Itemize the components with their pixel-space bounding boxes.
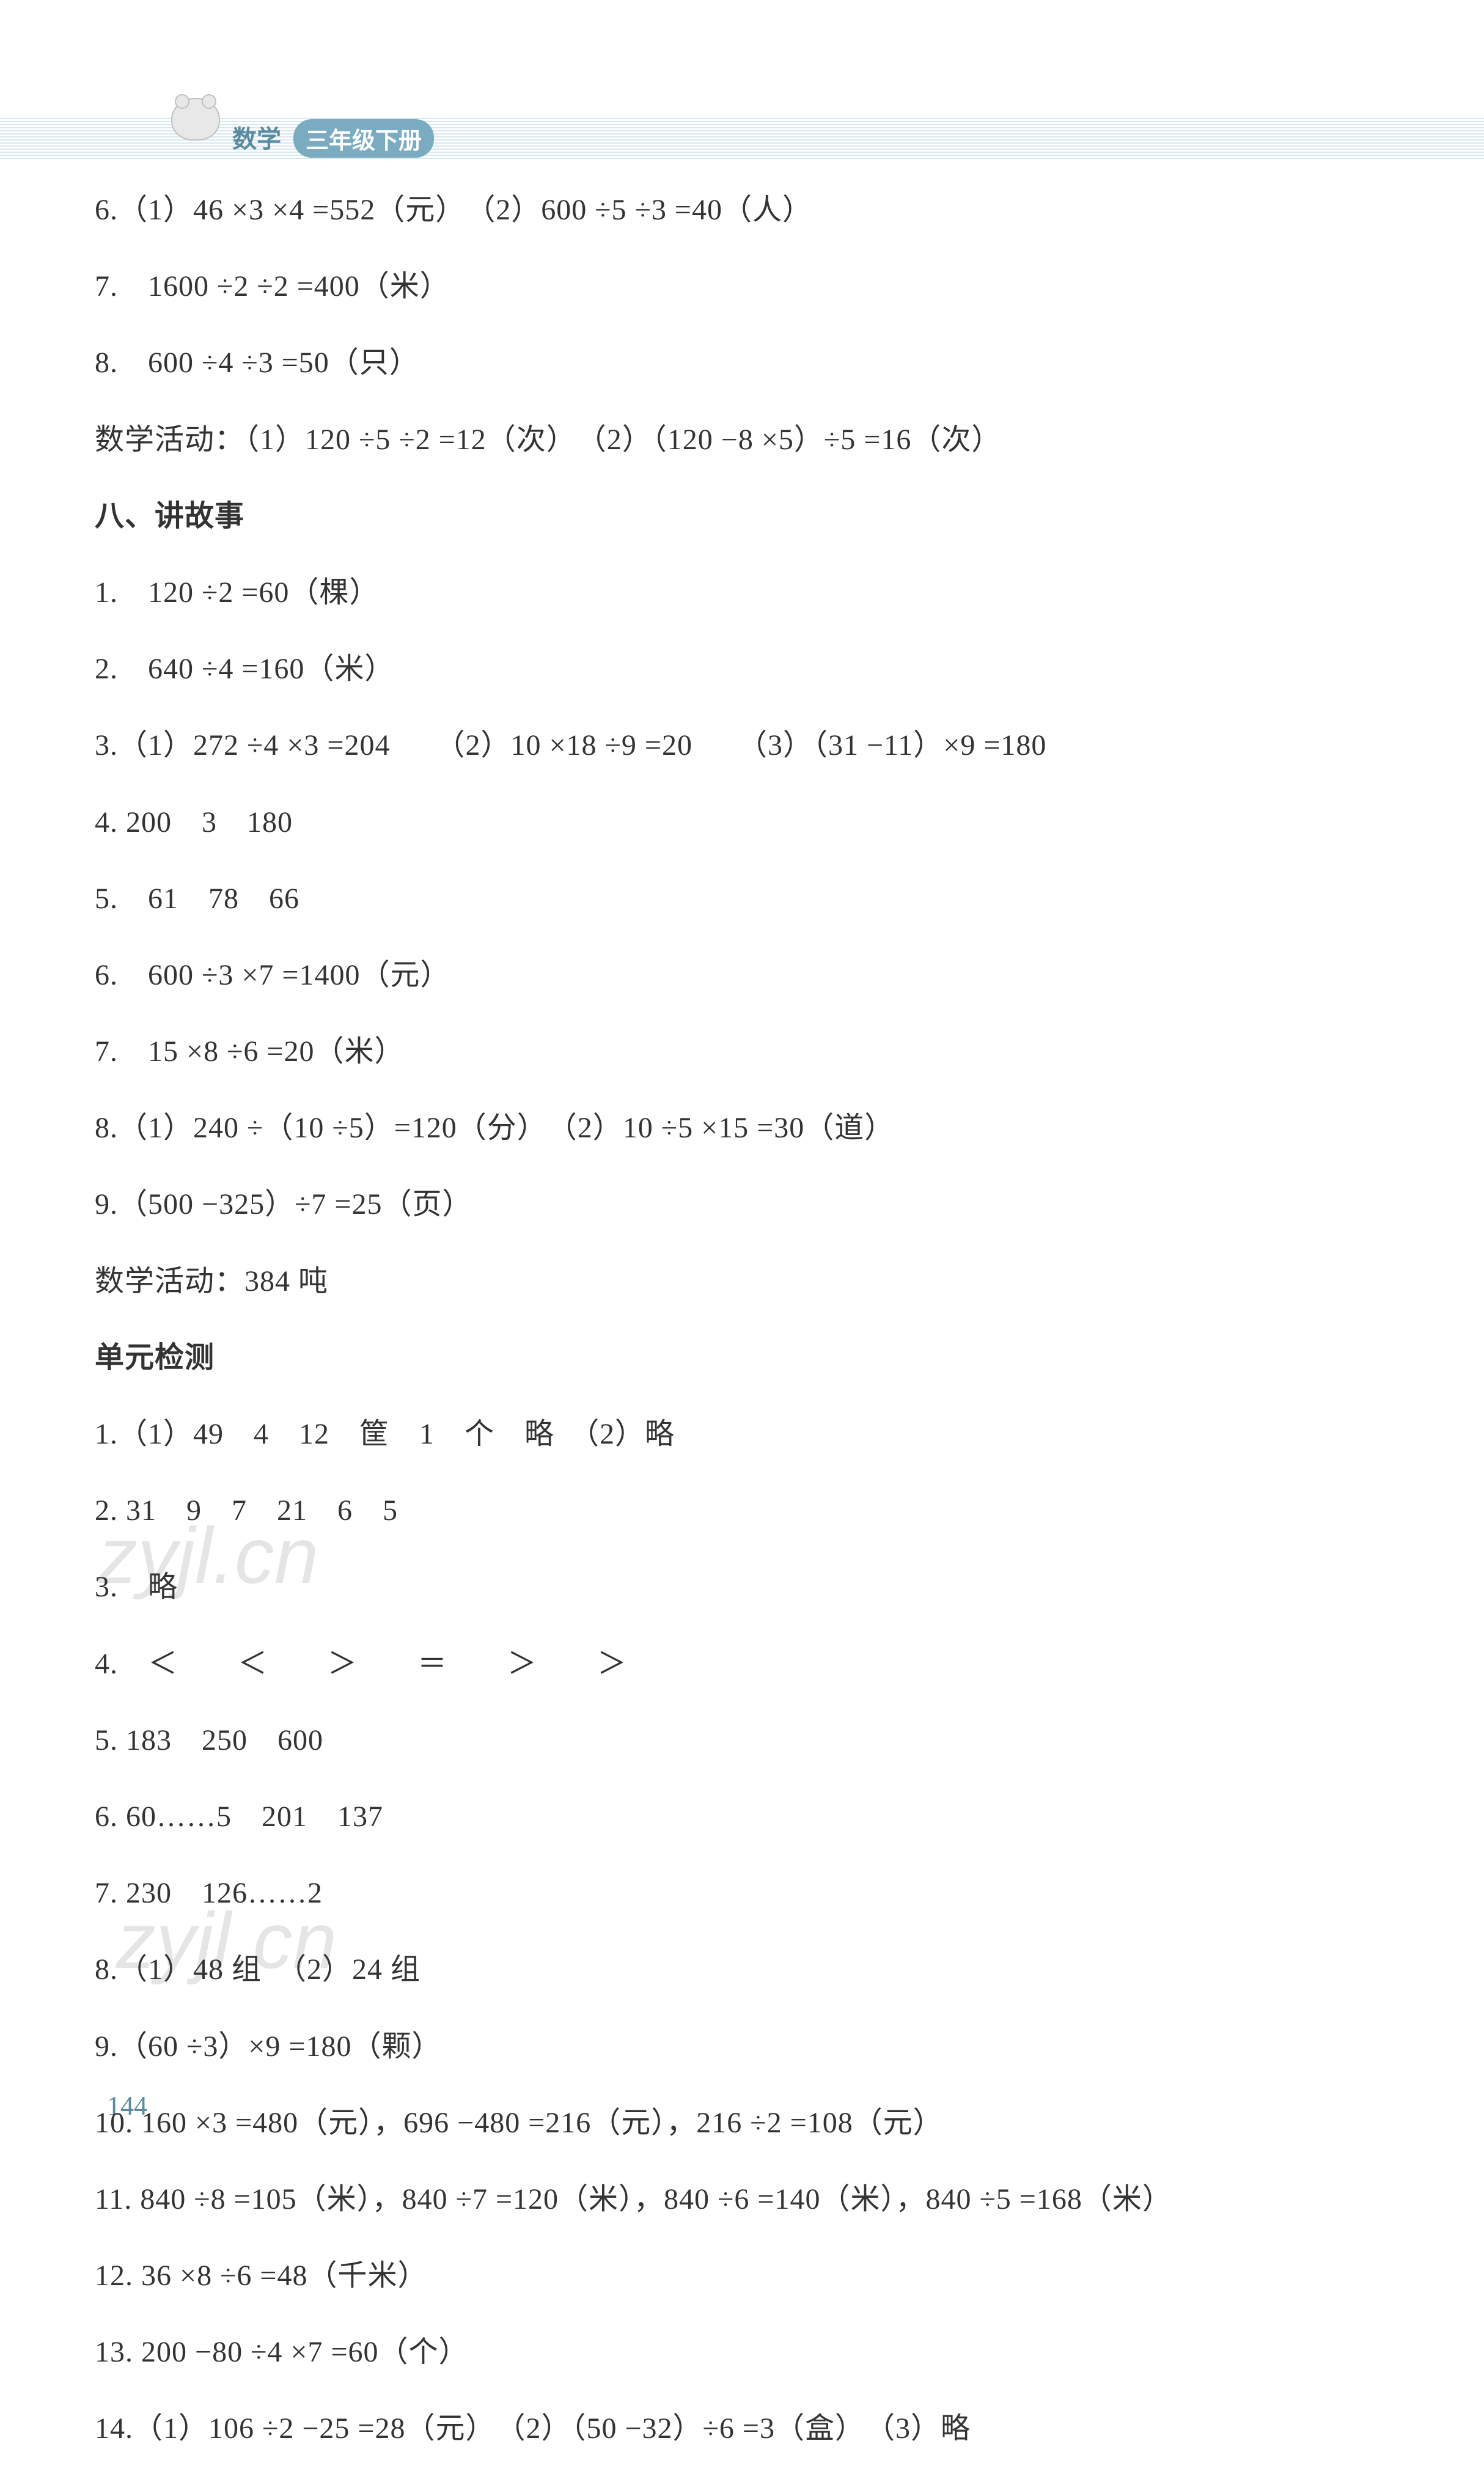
answer-line: 4. ＜ ＜ ＞ ＝ ＞ ＞ [95, 1643, 1409, 1684]
bear-mascot-icon [171, 98, 226, 153]
answer-line: 数学活动：（1）120 ÷5 ÷2 =12（次） （2）（120 −8 ×5）÷… [95, 419, 1409, 460]
answer-line: 1. 120 ÷2 =60（棵） [95, 572, 1409, 613]
answer-line: 8. 600 ÷4 ÷3 =50（只） [95, 342, 1409, 383]
answer-line: 4. 200 3 180 [95, 802, 1409, 843]
grade-badge: 三年级下册 [293, 119, 434, 158]
answer-line: 10. 160 ×3 =480（元），696 −480 =216（元），216 … [95, 2102, 1409, 2143]
answer-line: 5. 183 250 600 [95, 1720, 1409, 1761]
answer-content: 6.（1）46 ×3 ×4 =552（元） （2）600 ÷5 ÷3 =40（人… [95, 189, 1409, 2485]
answer-line: 7. 1600 ÷2 ÷2 =400（米） [95, 266, 1409, 307]
answer-line: 14.（1）106 ÷2 −25 =28（元） （2）（50 −32）÷6 =3… [95, 2408, 1409, 2449]
answer-line: 2. 640 ÷4 =160（米） [95, 648, 1409, 689]
answer-line: 9.（500 −325）÷7 =25（页） [95, 1184, 1409, 1225]
answer-line: 6. 600 ÷3 ×7 =1400（元） [95, 955, 1409, 996]
subject-title: 数学 [232, 119, 281, 155]
answer-line: 6.（1）46 ×3 ×4 =552（元） （2）600 ÷5 ÷3 =40（人… [95, 189, 1409, 230]
section-heading: 单元检测 [95, 1337, 1409, 1378]
answer-line: 5. 61 78 66 [95, 878, 1409, 919]
answer-line: 7. 230 126……2 [95, 1873, 1409, 1914]
answer-line: 2. 31 9 7 21 6 5 [95, 1490, 1409, 1531]
answer-line: 3. 略 [95, 1566, 1409, 1607]
section-heading: 八、讲故事 [95, 496, 1409, 537]
answer-line: 8.（1）240 ÷（10 ÷5）=120（分） （2）10 ÷5 ×15 =3… [95, 1107, 1409, 1148]
answer-line: 1.（1）49 4 12 筐 1 个 略 （2）略 [95, 1414, 1409, 1455]
answer-line: 3.（1）272 ÷4 ×3 =204 （2）10 ×18 ÷9 =20 （3）… [95, 725, 1409, 766]
answer-line: 11. 840 ÷8 =105（米），840 ÷7 =120（米），840 ÷6… [95, 2179, 1409, 2220]
answer-line: 7. 15 ×8 ÷6 =20（米） [95, 1031, 1409, 1072]
answer-line: 13. 200 −80 ÷4 ×7 =60（个） [95, 2332, 1409, 2373]
answer-line: 9.（60 ÷3）×9 =180（颗） [95, 2026, 1409, 2067]
answer-line: 6. 60……5 201 137 [95, 1796, 1409, 1837]
answer-line: 12. 36 ×8 ÷6 =48（千米） [95, 2255, 1409, 2296]
answer-line: 8.（1）48 组 （2）24 组 [95, 1949, 1409, 1990]
answer-line: 数学活动：384 吨 [95, 1261, 1409, 1302]
